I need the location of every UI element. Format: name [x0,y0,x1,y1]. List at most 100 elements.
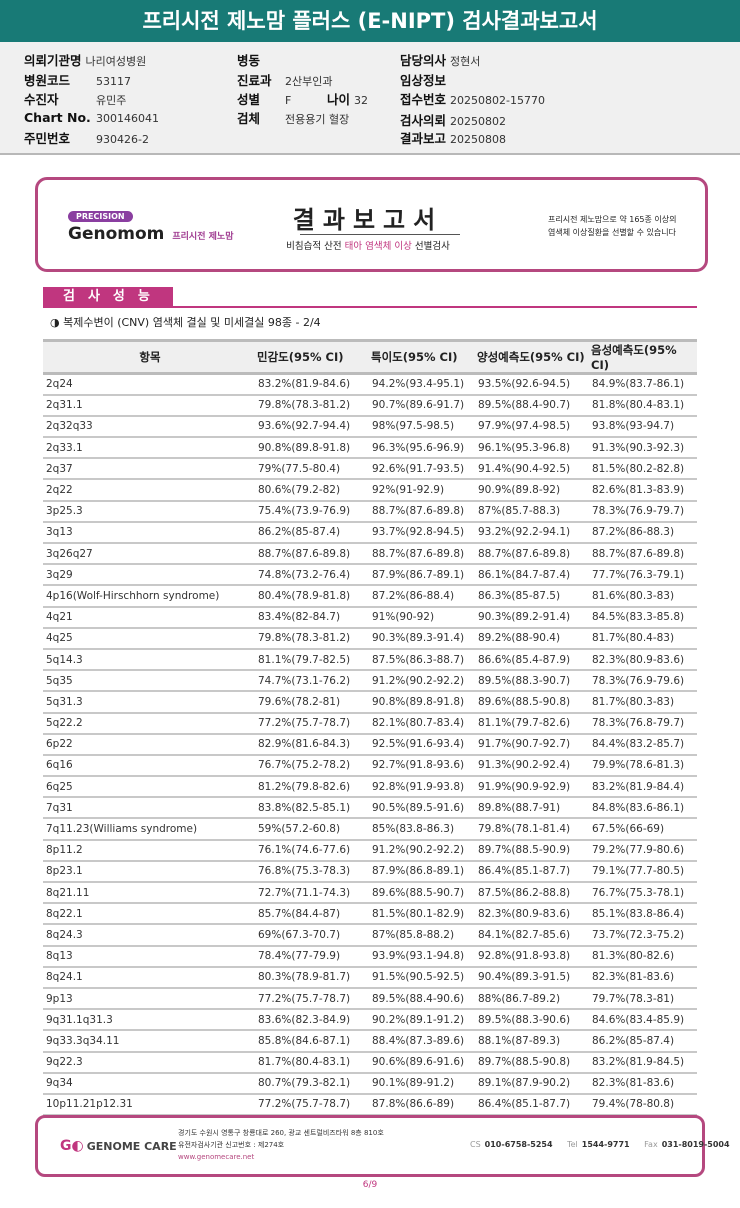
cell-specificity: 88.7%(87.6-89.8) [369,543,475,566]
table-row: 5q35 74.7%(73.1-76.2) 91.2%(90.2-92.2) 89.5… [43,670,697,693]
cell-sensitivity: 85.8%(84.6-87.1) [255,1030,369,1053]
cell-ppv: 81.1%(79.7-82.6) [475,712,589,735]
cell-npv: 79.7%(78.3-81) [589,987,697,1011]
cell-specificity: 87.8%(86.6-89) [369,1093,475,1117]
cell-ppv: 79.8%(78.1-81.4) [475,818,589,841]
cell-sensitivity: 79%(77.5-80.4) [255,458,369,481]
cell-sensitivity: 90.8%(89.8-91.8) [255,437,369,460]
table-row: 2q32q33 93.6%(92.7-94.4) 98%(97.5-98.5) 97.… [43,415,697,439]
cell-item: 2q37 [43,458,255,481]
cell-npv: 76.7%(75.3-78.1) [589,882,697,905]
cell-specificity: 94.2%(93.4-95.1) [369,373,475,396]
cell-item: 9q33.3q34.11 [43,1030,255,1053]
cell-ppv: 91.3%(90.2-92.4) [475,754,589,778]
cell-npv: 93.8%(93-94.7) [589,415,697,439]
cell-specificity: 91.2%(90.2-92.2) [369,670,475,693]
col-header-specificity: 특이도(95% CI) [369,339,475,375]
cell-item: 8p11.2 [43,839,255,862]
section-divider [43,306,697,308]
cell-ppv: 84.1%(82.7-85.6) [475,924,589,947]
table-row: 2q22 80.6%(79.2-82) 92%(91-92.9) 90.9%(89.8… [43,479,697,502]
cell-specificity: 92.7%(91.8-93.6) [369,754,475,778]
cell-npv: 84.6%(83.4-85.9) [589,1009,697,1032]
cell-item: 8q22.1 [43,903,255,926]
website-link[interactable]: www.genomecare.net [178,1153,255,1161]
table-body: 2q24 83.2%(81.9-84.6) 94.2%(93.4-95.1) 93.5… [43,373,697,1117]
cell-sensitivity: 83.6%(82.3-84.9) [255,1009,369,1032]
sex-field: 성별 F [237,92,292,107]
table-header-row: 항목 민감도(95% CI) 특이도(95% CI) 양성예측도(95% CI)… [43,339,697,375]
col-header-npv: 음성예측도(95% CI) [589,339,697,375]
cell-sensitivity: 80.7%(79.3-82.1) [255,1072,369,1095]
table-row: 9q34 80.7%(79.3-82.1) 90.1%(89-91.2) 89.1%(… [43,1072,697,1095]
report-title-bar: 프리시전 제노맘 플러스 (E-NIPT) 검사결과보고서 [0,0,740,42]
cell-specificity: 90.8%(89.8-91.8) [369,691,475,714]
cell-ppv: 90.4%(89.3-91.5) [475,966,589,989]
cell-sensitivity: 72.7%(71.1-74.3) [255,882,369,905]
cell-item: 10p11.21p12.31 [43,1093,255,1117]
table-row: 8q13 78.4%(77-79.9) 93.9%(93.1-94.8) 92.8%(… [43,945,697,968]
table-row: 5q14.3 81.1%(79.7-82.5) 87.5%(86.3-88.7) 86… [43,648,697,672]
cell-specificity: 85%(83.8-86.3) [369,818,475,841]
receipt-no-field: 접수번호 20250802-15770 [400,92,545,107]
table-row: 8p11.2 76.1%(74.6-77.6) 91.2%(90.2-92.2) 89… [43,839,697,862]
table-row: 8q22.1 85.7%(84.4-87) 81.5%(80.1-82.9) 82.3… [43,903,697,926]
examinee-field: 수진자 유민주 [24,92,127,107]
cell-item: 4q25 [43,627,255,650]
col-header-ppv: 양성예측도(95% CI) [475,339,589,375]
cell-npv: 79.4%(78-80.8) [589,1093,697,1117]
cell-sensitivity: 83.8%(82.5-85.1) [255,797,369,820]
cell-ppv: 88.1%(87-89.3) [475,1030,589,1053]
cell-ppv: 88%(86.7-89.2) [475,987,589,1011]
cell-specificity: 87.5%(86.3-88.7) [369,648,475,672]
table-row: 6p22 82.9%(81.6-84.3) 92.5%(91.6-93.4) 91.7… [43,733,697,756]
cell-npv: 82.3%(80.9-83.6) [589,648,697,672]
cell-npv: 78.3%(76.8-79.7) [589,712,697,735]
table-row: 7q31 83.8%(82.5-85.1) 90.5%(89.5-91.6) 89.8… [43,797,697,820]
cell-item: 5q22.2 [43,712,255,735]
cell-npv: 82.3%(81-83.6) [589,1072,697,1095]
col-header-sensitivity: 민감도(95% CI) [255,339,369,375]
cell-ppv: 89.5%(88.3-90.6) [475,1009,589,1032]
cell-specificity: 90.2%(89.1-91.2) [369,1009,475,1032]
cell-ppv: 91.7%(90.7-92.7) [475,733,589,756]
report-subtitle: 비침습적 산전 태아 염색체 이상 선별검사 [286,241,450,252]
table-row: 8q24.1 80.3%(78.9-81.7) 91.5%(90.5-92.5) 90… [43,966,697,989]
cell-npv: 67.5%(66-69) [589,818,697,841]
cell-npv: 86.2%(85-87.4) [589,1030,697,1053]
table-row: 8q24.3 69%(67.3-70.7) 87%(85.8-88.2) 84.1%(… [43,924,697,947]
cell-specificity: 90.1%(89-91.2) [369,1072,475,1095]
cell-sensitivity: 86.2%(85-87.4) [255,521,369,545]
cell-specificity: 88.7%(87.6-89.8) [369,500,475,523]
cell-item: 3p25.3 [43,500,255,523]
cell-npv: 81.8%(80.4-83.1) [589,394,697,417]
cell-sensitivity: 77.2%(75.7-78.7) [255,1093,369,1117]
cell-item: 8q13 [43,945,255,968]
cell-item: 6p22 [43,733,255,756]
cell-npv: 78.3%(76.9-79.6) [589,670,697,693]
cell-specificity: 88.4%(87.3-89.6) [369,1030,475,1053]
table-row: 2q31.1 79.8%(78.3-81.2) 90.7%(89.6-91.7) 89… [43,394,697,417]
doctor-field: 담당의사 정현서 [400,53,481,68]
cell-specificity: 96.3%(95.6-96.9) [369,437,475,460]
cell-item: 5q35 [43,670,255,693]
cell-specificity: 93.7%(92.8-94.5) [369,521,475,545]
table-row: 2q37 79%(77.5-80.4) 92.6%(91.7-93.5) 91.4%(… [43,458,697,481]
cell-npv: 91.3%(90.3-92.3) [589,437,697,460]
cell-item: 4q21 [43,606,255,629]
cell-ppv: 91.4%(90.4-92.5) [475,458,589,481]
cell-item: 5q14.3 [43,648,255,672]
cell-item: 6q25 [43,776,255,799]
cell-specificity: 93.9%(93.1-94.8) [369,945,475,968]
cell-npv: 79.1%(77.7-80.5) [589,860,697,884]
section-tab-performance: 검사성능 [43,287,173,307]
section-subtitle: ◑ 복제수변이 (CNV) 염색체 결실 및 미세결실 98종 - 2/4 [50,316,321,329]
cell-npv: 81.7%(80.3-83) [589,691,697,714]
cell-item: 4p16(Wolf-Hirschhorn syndrome) [43,585,255,608]
cell-ppv: 93.5%(92.6-94.5) [475,373,589,396]
cell-ppv: 87.5%(86.2-88.8) [475,882,589,905]
cell-ppv: 89.1%(87.9-90.2) [475,1072,589,1095]
request-date-field: 검사의뢰 20250802 [400,113,507,128]
cell-ppv: 89.6%(88.5-90.8) [475,691,589,714]
cell-sensitivity: 83.4%(82-84.7) [255,606,369,629]
